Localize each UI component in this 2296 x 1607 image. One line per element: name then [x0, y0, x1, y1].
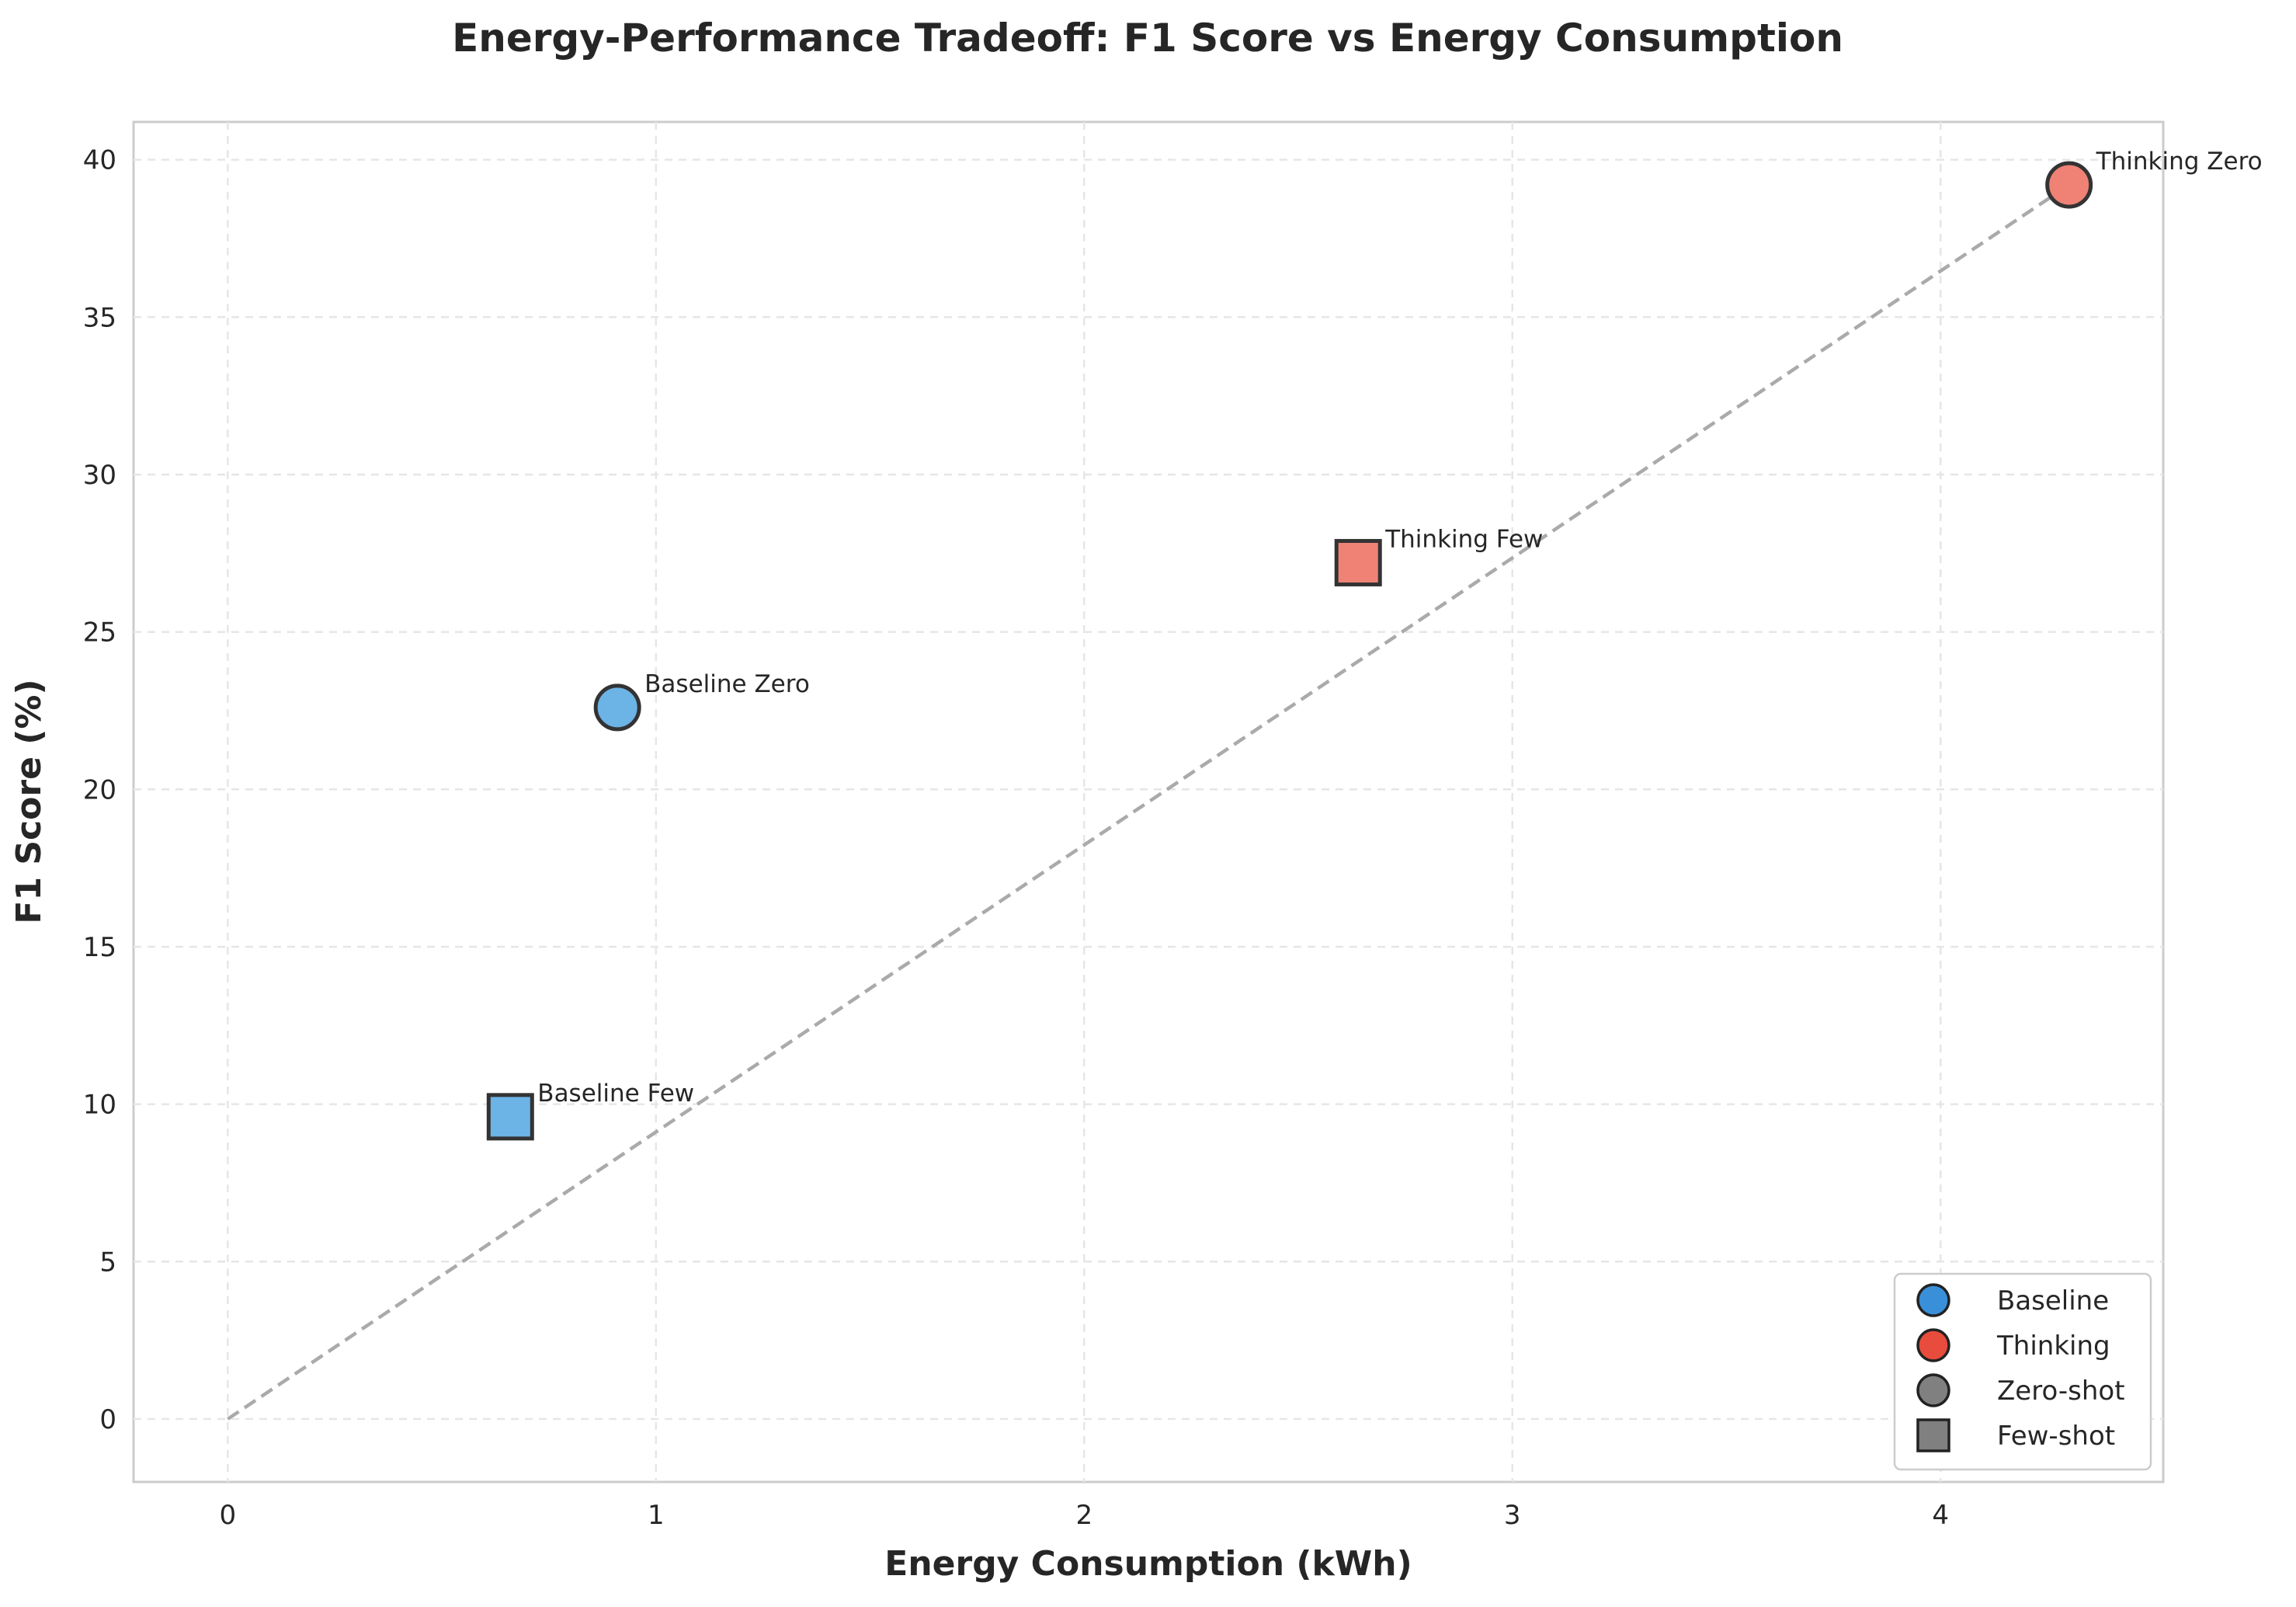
chart-title: Energy-Performance Tradeoff: F1 Score vs…	[452, 16, 1843, 61]
point-baseline-zero	[593, 683, 641, 732]
x-axis-label: Energy Consumption (kWh)	[884, 1544, 1412, 1584]
y-tick-label: 40	[83, 145, 116, 176]
legend-label-baseline: Baseline	[1997, 1285, 2109, 1317]
point-label-thinking-few: Thinking Few	[1384, 525, 1543, 553]
legend-marker-zero-shot	[1916, 1373, 1950, 1407]
point-thinking-zero	[2045, 161, 2093, 209]
y-tick-label: 30	[83, 460, 116, 491]
y-tick-label: 5	[99, 1247, 116, 1278]
data-points: Baseline Zero Baseline Few Thinking Few Thi…	[486, 148, 2263, 1141]
x-tick-label: 4	[1932, 1500, 1949, 1531]
y-tick-label: 20	[83, 774, 116, 805]
legend-box	[1893, 1272, 2152, 1471]
y-axis-label: F1 Score (%)	[9, 679, 49, 924]
y-tick-label: 25	[83, 617, 116, 649]
point-label-baseline-few: Baseline Few	[537, 1080, 694, 1108]
point-label-thinking-zero: Thinking Zero	[2096, 148, 2263, 176]
y-tick-label: 15	[83, 932, 116, 963]
trend-line-layer	[227, 183, 2070, 1421]
x-tick-label: 0	[220, 1500, 237, 1531]
point-baseline-few	[486, 1093, 534, 1141]
legend-marker-thinking	[1916, 1328, 1950, 1362]
legend-marker-few-shot	[1916, 1418, 1950, 1452]
trend-line	[227, 183, 2070, 1421]
grid-lines	[134, 122, 2163, 1482]
legend-marker-baseline	[1916, 1283, 1950, 1317]
y-tick-label: 10	[83, 1090, 116, 1121]
x-tick-label: 3	[1504, 1500, 1521, 1531]
x-tick-label: 2	[1075, 1500, 1092, 1531]
point-label-baseline-zero: Baseline Zero	[644, 670, 810, 698]
y-tick-label: 0	[99, 1404, 116, 1435]
legend-label-thinking: Thinking	[1996, 1330, 2110, 1362]
legend-label-few-shot: Few-shot	[1997, 1421, 2115, 1452]
legend: Baseline Thinking Zero-shot Few-shot	[1893, 1272, 2152, 1471]
x-tick-label: 1	[648, 1500, 665, 1531]
legend-label-zero-shot: Zero-shot	[1997, 1376, 2125, 1407]
y-tick-label: 35	[83, 302, 116, 333]
point-thinking-few	[1334, 538, 1382, 586]
